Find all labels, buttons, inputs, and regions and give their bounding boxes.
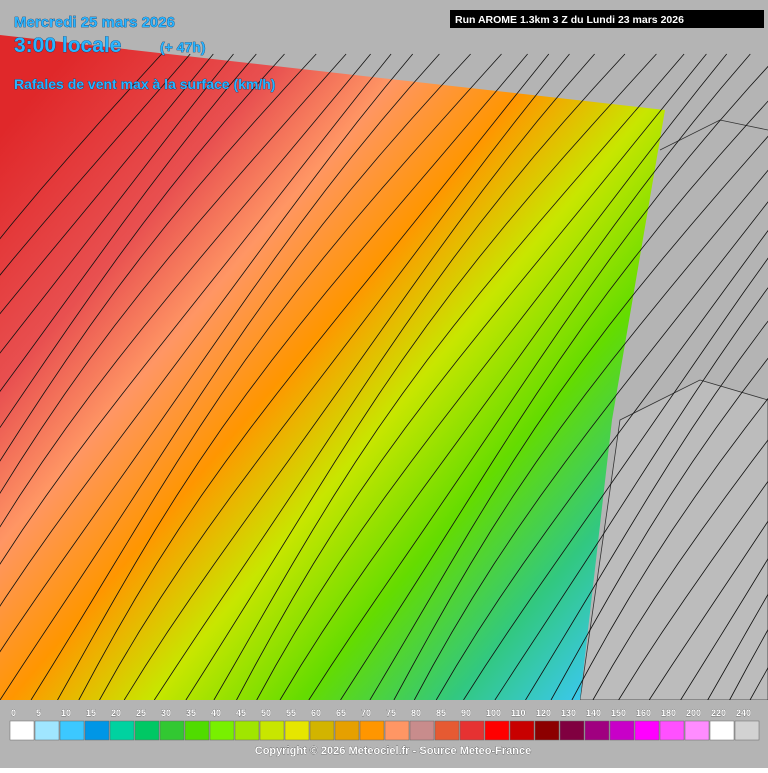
- legend-swatch: [460, 721, 484, 740]
- legend-swatch: [35, 721, 59, 740]
- legend-swatch: [10, 721, 34, 740]
- lead-time: (+ 47h): [160, 39, 206, 55]
- legend-swatch: [735, 721, 759, 740]
- legend-label: 240: [736, 708, 751, 718]
- legend-label: 50: [261, 708, 271, 718]
- legend-swatch: [85, 721, 109, 740]
- legend-label: 5: [36, 708, 41, 718]
- legend-swatch: [60, 721, 84, 740]
- legend-swatch: [660, 721, 684, 740]
- legend-swatch: [310, 721, 334, 740]
- legend-label: 55: [286, 708, 296, 718]
- legend-label: 70: [361, 708, 371, 718]
- legend-label: 30: [161, 708, 171, 718]
- legend-label: 140: [586, 708, 601, 718]
- legend-swatch: [585, 721, 609, 740]
- legend-swatch: [560, 721, 584, 740]
- legend-label: 110: [511, 708, 526, 718]
- legend-label: 120: [536, 708, 551, 718]
- legend-swatch: [410, 721, 434, 740]
- legend-swatch: [260, 721, 284, 740]
- legend-label: 25: [136, 708, 146, 718]
- legend-label: 200: [686, 708, 701, 718]
- legend-swatch: [360, 721, 384, 740]
- legend-label: 45: [236, 708, 246, 718]
- legend-swatch: [185, 721, 209, 740]
- legend-swatch: [710, 721, 734, 740]
- run-info: Run AROME 1.3km 3 Z du Lundi 23 mars 202…: [455, 14, 684, 26]
- legend-swatch: [635, 721, 659, 740]
- legend-label: 85: [436, 708, 446, 718]
- legend-label: 150: [611, 708, 626, 718]
- legend-label: 60: [311, 708, 321, 718]
- legend-swatch: [510, 721, 534, 740]
- legend-swatch: [535, 721, 559, 740]
- copyright: Copyright © 2026 Meteociel.fr - Source M…: [255, 745, 531, 757]
- legend-label: 40: [211, 708, 221, 718]
- legend-label: 20: [111, 708, 121, 718]
- legend-swatch: [610, 721, 634, 740]
- legend-swatch: [235, 721, 259, 740]
- legend-label: 80: [411, 708, 421, 718]
- legend-swatch: [685, 721, 709, 740]
- legend-label: 90: [461, 708, 471, 718]
- legend-swatch: [135, 721, 159, 740]
- legend-label: 35: [186, 708, 196, 718]
- legend-swatch: [160, 721, 184, 740]
- time: 3:00 locale: [14, 34, 121, 57]
- legend-label: 160: [636, 708, 651, 718]
- legend-label: 75: [386, 708, 396, 718]
- legend-label: 15: [86, 708, 96, 718]
- legend-label: 10: [61, 708, 71, 718]
- parameter: Rafales de vent max à la surface (km/h): [14, 76, 275, 92]
- legend-swatch: [110, 721, 134, 740]
- legend-label: 0: [11, 708, 16, 718]
- legend-swatch: [335, 721, 359, 740]
- model-domain: [0, 35, 665, 700]
- legend-swatch: [285, 721, 309, 740]
- legend-label: 100: [486, 708, 501, 718]
- legend-label: 65: [336, 708, 346, 718]
- legend-swatch: [435, 721, 459, 740]
- legend-swatch: [210, 721, 234, 740]
- legend-swatch: [385, 721, 409, 740]
- legend-swatch: [485, 721, 509, 740]
- legend-label: 220: [711, 708, 726, 718]
- legend-label: 180: [661, 708, 676, 718]
- legend-label: 130: [561, 708, 576, 718]
- date: Mercredi 25 mars 2026: [14, 14, 175, 31]
